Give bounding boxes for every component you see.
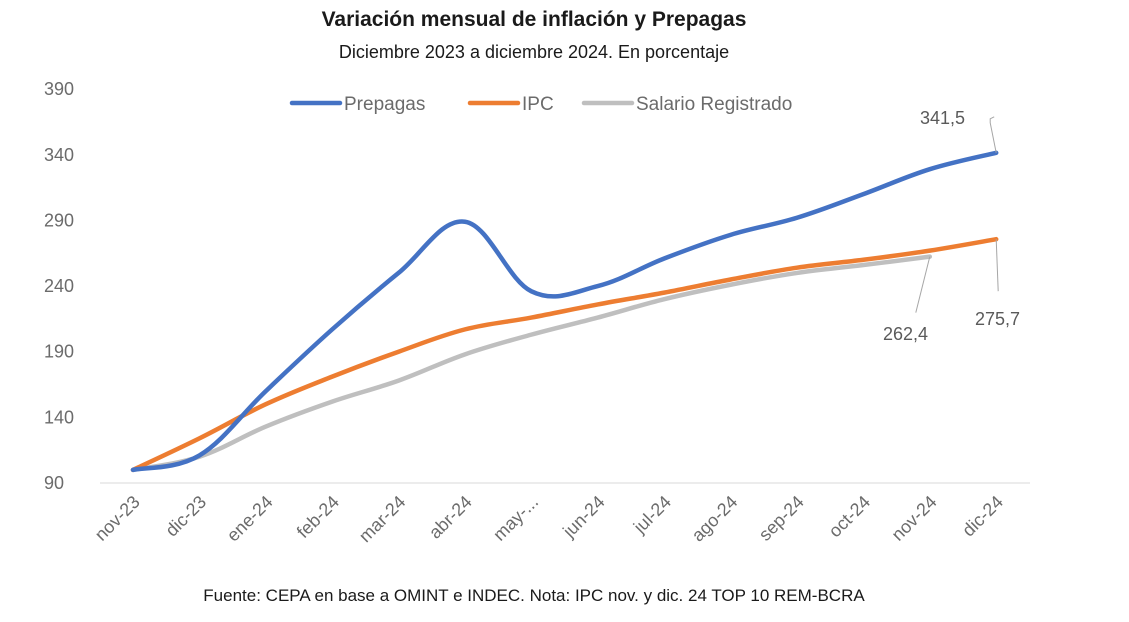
x-tick-label: jul-24	[629, 492, 675, 538]
x-tick-label: dic-23	[161, 492, 210, 541]
data-label: 275,7	[975, 309, 1020, 329]
x-tick-label: feb-24	[293, 492, 343, 542]
legend: Prepagas IPC Salario Registrado	[289, 94, 792, 115]
y-tick-label: 140	[44, 407, 74, 427]
y-axis: 90 140 190 240 290 340 390	[44, 79, 74, 493]
y-tick-label: 240	[44, 276, 74, 296]
legend-label: Prepagas	[344, 94, 425, 115]
x-tick-label: dic-24	[958, 492, 1007, 541]
x-tick-label: ago-24	[688, 492, 742, 546]
y-tick-label: 190	[44, 342, 74, 362]
series-line-prepagas	[130, 150, 999, 473]
x-tick-label: nov-24	[888, 492, 941, 545]
x-tick-label: sep-24	[755, 492, 808, 545]
x-tick-label: nov-23	[91, 492, 144, 545]
data-label-leader	[995, 239, 999, 292]
legend-label: IPC	[522, 94, 554, 115]
x-tick-label: mar-24	[355, 492, 409, 546]
chart-title: Variación mensual de inflación y Prepaga…	[321, 8, 747, 31]
y-tick-label: 340	[44, 145, 74, 165]
legend-label: Salario Registrado	[636, 94, 792, 115]
y-tick-label: 390	[44, 79, 74, 99]
source-note: Fuente: CEPA en base a OMINT e INDEC. No…	[203, 586, 865, 605]
data-labels: 341,5 275,7 262,4	[883, 108, 1020, 344]
data-label: 262,4	[883, 324, 928, 344]
chart-subtitle: Diciembre 2023 a diciembre 2024. En porc…	[338, 42, 730, 62]
series-lines	[130, 150, 999, 473]
series-line-ipc	[130, 236, 999, 473]
x-tick-label: ene-24	[223, 492, 277, 546]
x-tick-label: may-...	[489, 492, 542, 545]
x-axis: nov-23 dic-23 ene-24 feb-24 mar-24 abr-24 may-…	[91, 482, 1030, 546]
y-tick-label: 290	[44, 210, 74, 230]
data-label-leader	[989, 116, 997, 153]
series-line-salario-registrado	[130, 254, 933, 473]
x-tick-label: jun-24	[558, 492, 608, 542]
x-tick-label: oct-24	[825, 492, 875, 542]
data-label-leader	[915, 256, 931, 313]
data-label: 341,5	[920, 108, 965, 128]
y-tick-label: 90	[44, 473, 64, 493]
x-tick-label: abr-24	[425, 492, 476, 543]
